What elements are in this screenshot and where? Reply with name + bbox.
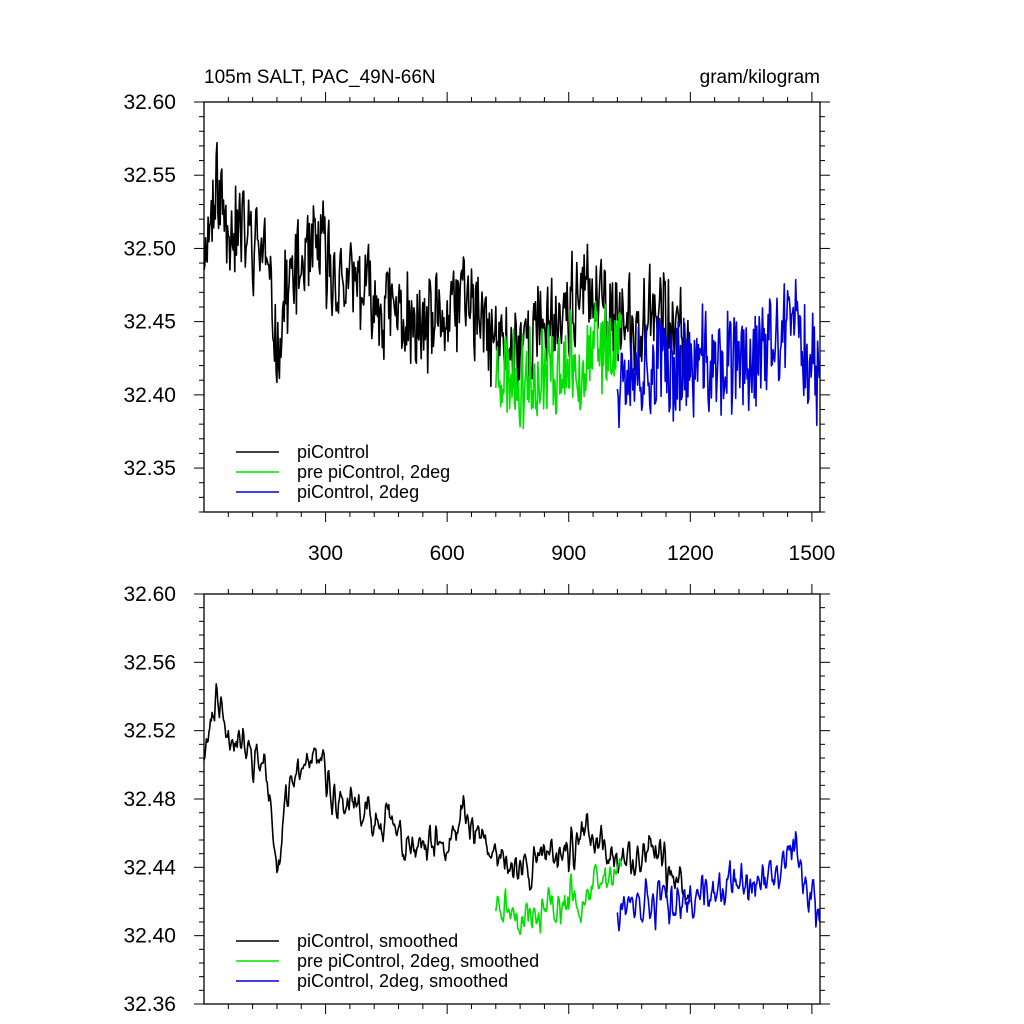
tick-layer: 32.35 32.40 32.45 32.50 32.55 32.60 300 600 900 1… bbox=[123, 91, 835, 565]
units-label: gram/kilogram bbox=[700, 67, 820, 88]
legend-label: piControl, 2deg, smoothed bbox=[297, 971, 508, 991]
legend-label: piControl, smoothed bbox=[297, 931, 458, 951]
series-line bbox=[616, 278, 821, 429]
x-tick-label: 600 bbox=[430, 542, 465, 565]
series-layer bbox=[203, 141, 821, 430]
x-tick-label: 300 bbox=[308, 542, 343, 565]
series-line bbox=[203, 683, 691, 902]
y-tick-label: 32.35 bbox=[123, 457, 176, 480]
y-tick-label: 32.55 bbox=[123, 164, 176, 187]
series-line bbox=[616, 831, 821, 932]
y-tick-label: 32.50 bbox=[123, 237, 176, 260]
series-line bbox=[495, 300, 623, 430]
top-panel: 105m SALT, PAC_49N-66N gram/kilogram 32.… bbox=[123, 67, 835, 565]
x-tick-label: 900 bbox=[551, 542, 586, 565]
y-tick-label: 32.40 bbox=[123, 925, 176, 948]
legend-label: pre piControl, 2deg bbox=[297, 462, 450, 482]
y-tick-label: 32.60 bbox=[123, 583, 176, 606]
y-tick-label: 32.40 bbox=[123, 384, 176, 407]
y-tick-label: 32.52 bbox=[123, 720, 176, 743]
y-tick-label: 32.48 bbox=[123, 788, 176, 811]
y-tick-label: 32.45 bbox=[123, 311, 176, 334]
x-tick-label: 1500 bbox=[789, 542, 836, 565]
chart-title: 105m SALT, PAC_49N-66N bbox=[204, 67, 436, 88]
y-tick-label: 32.60 bbox=[123, 91, 176, 114]
legend-label: piControl, 2deg bbox=[297, 482, 419, 502]
plot-frame bbox=[203, 593, 821, 1005]
series-layer bbox=[203, 683, 821, 936]
series-line bbox=[495, 858, 623, 936]
y-tick-label: 32.44 bbox=[123, 856, 176, 879]
y-tick-label: 32.56 bbox=[123, 651, 176, 674]
bottom-panel: 32.36 32.40 32.44 32.48 32.52 32.56 32.60 piCo… bbox=[123, 583, 830, 1016]
legend-label: pre piControl, 2deg, smoothed bbox=[297, 951, 539, 971]
legend-label: piControl bbox=[297, 442, 369, 462]
x-tick-label: 1200 bbox=[667, 542, 714, 565]
y-tick-label: 32.36 bbox=[123, 993, 176, 1016]
tick-layer: 32.36 32.40 32.44 32.48 32.52 32.56 32.60 bbox=[123, 583, 830, 1016]
plot-frame bbox=[203, 101, 821, 513]
